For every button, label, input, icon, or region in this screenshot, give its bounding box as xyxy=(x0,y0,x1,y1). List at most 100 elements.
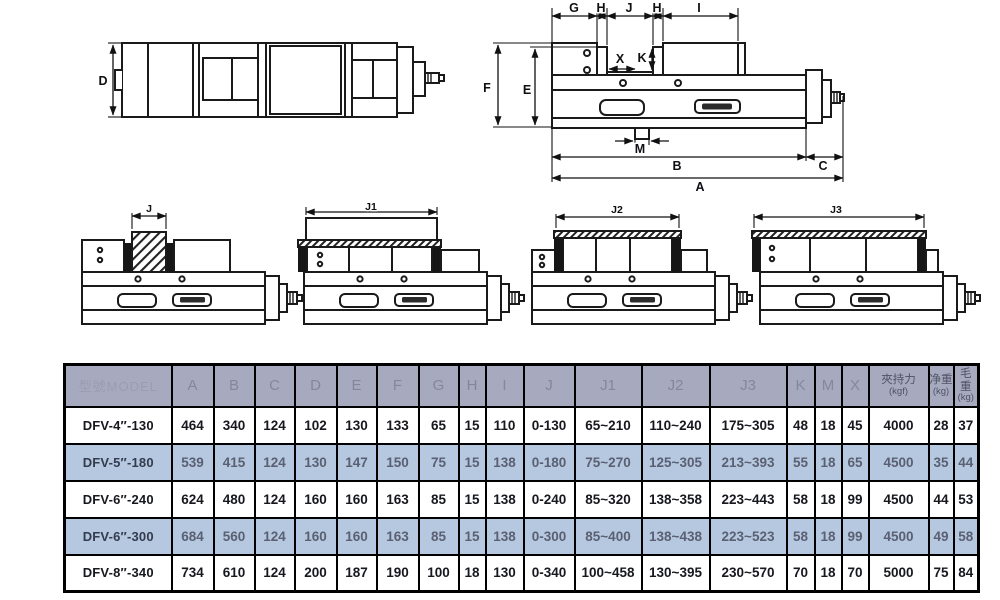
table-cell: 130 xyxy=(484,553,525,593)
dim-label-config: J xyxy=(146,203,152,215)
dim-label-b: B xyxy=(672,159,681,173)
table-cell: 15 xyxy=(457,405,487,445)
table-cell: 100~458 xyxy=(573,553,643,593)
table-cell: 15 xyxy=(457,442,487,482)
table-cell: 624 xyxy=(170,479,215,519)
table-cell: 124 xyxy=(253,553,296,593)
col-header-unit-2: 毛重 (kg) xyxy=(952,363,980,408)
dim-label-h1: H xyxy=(596,1,605,15)
col-header-k: K xyxy=(785,363,816,408)
spec-table-head: 型號MODEL A B C D E F G H I J J1 J2 J3 K M X 夾持力 (kgf) 净重 (kg)… xyxy=(63,363,980,408)
unit-header-name: 净重 xyxy=(929,374,953,387)
table-cell: 100 xyxy=(417,553,460,593)
table-cell: 133 xyxy=(375,405,420,445)
nameplate xyxy=(702,103,732,110)
dim-label-config: J2 xyxy=(611,204,623,216)
table-cell: 5000 xyxy=(867,553,930,593)
dim-label-j: J xyxy=(626,1,633,15)
col-header-x: X xyxy=(840,363,870,408)
unit-header-unit: (kg) xyxy=(932,385,950,397)
spec-table-body: DFV-4″-130 464 340 124 102 130 133 65 15 110 0-130… xyxy=(63,405,980,593)
table-cell: 223~523 xyxy=(708,516,788,556)
table-cell: 85~400 xyxy=(573,516,643,556)
table-cell: 18 xyxy=(813,516,843,556)
dim-label-k: K xyxy=(637,51,646,65)
table-cell: 480 xyxy=(212,479,256,519)
table-cell: 138 xyxy=(484,479,525,519)
col-header-i: I xyxy=(484,363,525,408)
table-cell: 0-130 xyxy=(522,405,576,445)
table-row: DFV-6″-300 684 560 124 160 160 163 85 15 138 0-300… xyxy=(63,516,980,556)
table-cell: 130 xyxy=(293,442,338,482)
table-cell: 37 xyxy=(952,405,980,445)
unit-header-unit: (kg) xyxy=(957,392,974,404)
table-cell: 125~305 xyxy=(640,442,711,482)
table-cell: 15 xyxy=(457,479,487,519)
col-header-unit-0: 夾持力 (kgf) xyxy=(867,363,930,408)
table-cell: 684 xyxy=(170,516,215,556)
table-cell: 4500 xyxy=(867,442,930,482)
table-cell: 18 xyxy=(813,405,843,445)
table-row: DFV-6″-240 624 480 124 160 160 163 85 15 138 0-240… xyxy=(63,479,980,519)
table-cell: 160 xyxy=(293,516,338,556)
table-cell: 85~320 xyxy=(573,479,643,519)
col-header-e: E xyxy=(335,363,378,408)
col-header-unit-1: 净重 (kg) xyxy=(927,363,955,408)
table-cell: 4500 xyxy=(867,479,930,519)
table-cell: 44 xyxy=(927,479,955,519)
table-cell: 130 xyxy=(335,405,378,445)
table-cell: 44 xyxy=(952,442,980,482)
model-cell: DFV-6″-300 xyxy=(63,516,173,556)
table-cell: 45 xyxy=(840,405,870,445)
table-cell: 213~393 xyxy=(708,442,788,482)
table-cell: 28 xyxy=(927,405,955,445)
table-cell: 58 xyxy=(785,516,816,556)
spec-table: 型號MODEL A B C D E F G H I J J1 J2 J3 K M X 夾持力 (kgf) 净重 (kg)… xyxy=(63,363,980,593)
table-cell: 58 xyxy=(952,516,980,556)
table-cell: 18 xyxy=(457,553,487,593)
col-header-g: G xyxy=(417,363,460,408)
dim-label-e: E xyxy=(523,83,531,97)
table-cell: 99 xyxy=(840,516,870,556)
unit-header-unit: (kgf) xyxy=(889,385,908,397)
table-cell: 70 xyxy=(785,553,816,593)
table-cell: 84 xyxy=(952,553,980,593)
table-cell: 35 xyxy=(927,442,955,482)
col-header-m: M xyxy=(813,363,843,408)
table-cell: 48 xyxy=(785,405,816,445)
dim-label-a: A xyxy=(695,180,704,194)
table-cell: 160 xyxy=(293,479,338,519)
col-header-model: 型號MODEL xyxy=(63,363,173,408)
table-cell: 0-340 xyxy=(522,553,576,593)
unit-header-name: 夾持力 xyxy=(881,374,916,387)
unit-header-name: 毛重 xyxy=(960,367,972,393)
table-cell: 58 xyxy=(785,479,816,519)
table-cell: 0-300 xyxy=(522,516,576,556)
col-header-a: A xyxy=(170,363,215,408)
table-cell: 49 xyxy=(927,516,955,556)
model-cell: DFV-6″-240 xyxy=(63,479,173,519)
table-cell: 85 xyxy=(417,516,460,556)
table-cell: 124 xyxy=(253,405,296,445)
table-cell: 175~305 xyxy=(708,405,788,445)
table-cell: 99 xyxy=(840,479,870,519)
table-cell: 223~443 xyxy=(708,479,788,519)
table-cell: 138~358 xyxy=(640,479,711,519)
dim-label-g: G xyxy=(569,1,579,15)
side-view-diagram: G H J H I F E X K M B C A xyxy=(482,0,845,196)
table-cell: 415 xyxy=(212,442,256,482)
table-cell: 610 xyxy=(212,553,256,593)
table-cell: 53 xyxy=(952,479,980,519)
table-cell: 75 xyxy=(417,442,460,482)
col-header-d: D xyxy=(293,363,338,408)
table-cell: 464 xyxy=(170,405,215,445)
table-cell: 150 xyxy=(375,442,420,482)
table-cell: 102 xyxy=(293,405,338,445)
dim-label-config: J3 xyxy=(830,204,842,216)
config-diagram-j3: J3 xyxy=(748,202,983,342)
table-cell: 138~438 xyxy=(640,516,711,556)
table-cell: 75~270 xyxy=(573,442,643,482)
col-header-c: C xyxy=(253,363,296,408)
table-cell: 163 xyxy=(375,479,420,519)
